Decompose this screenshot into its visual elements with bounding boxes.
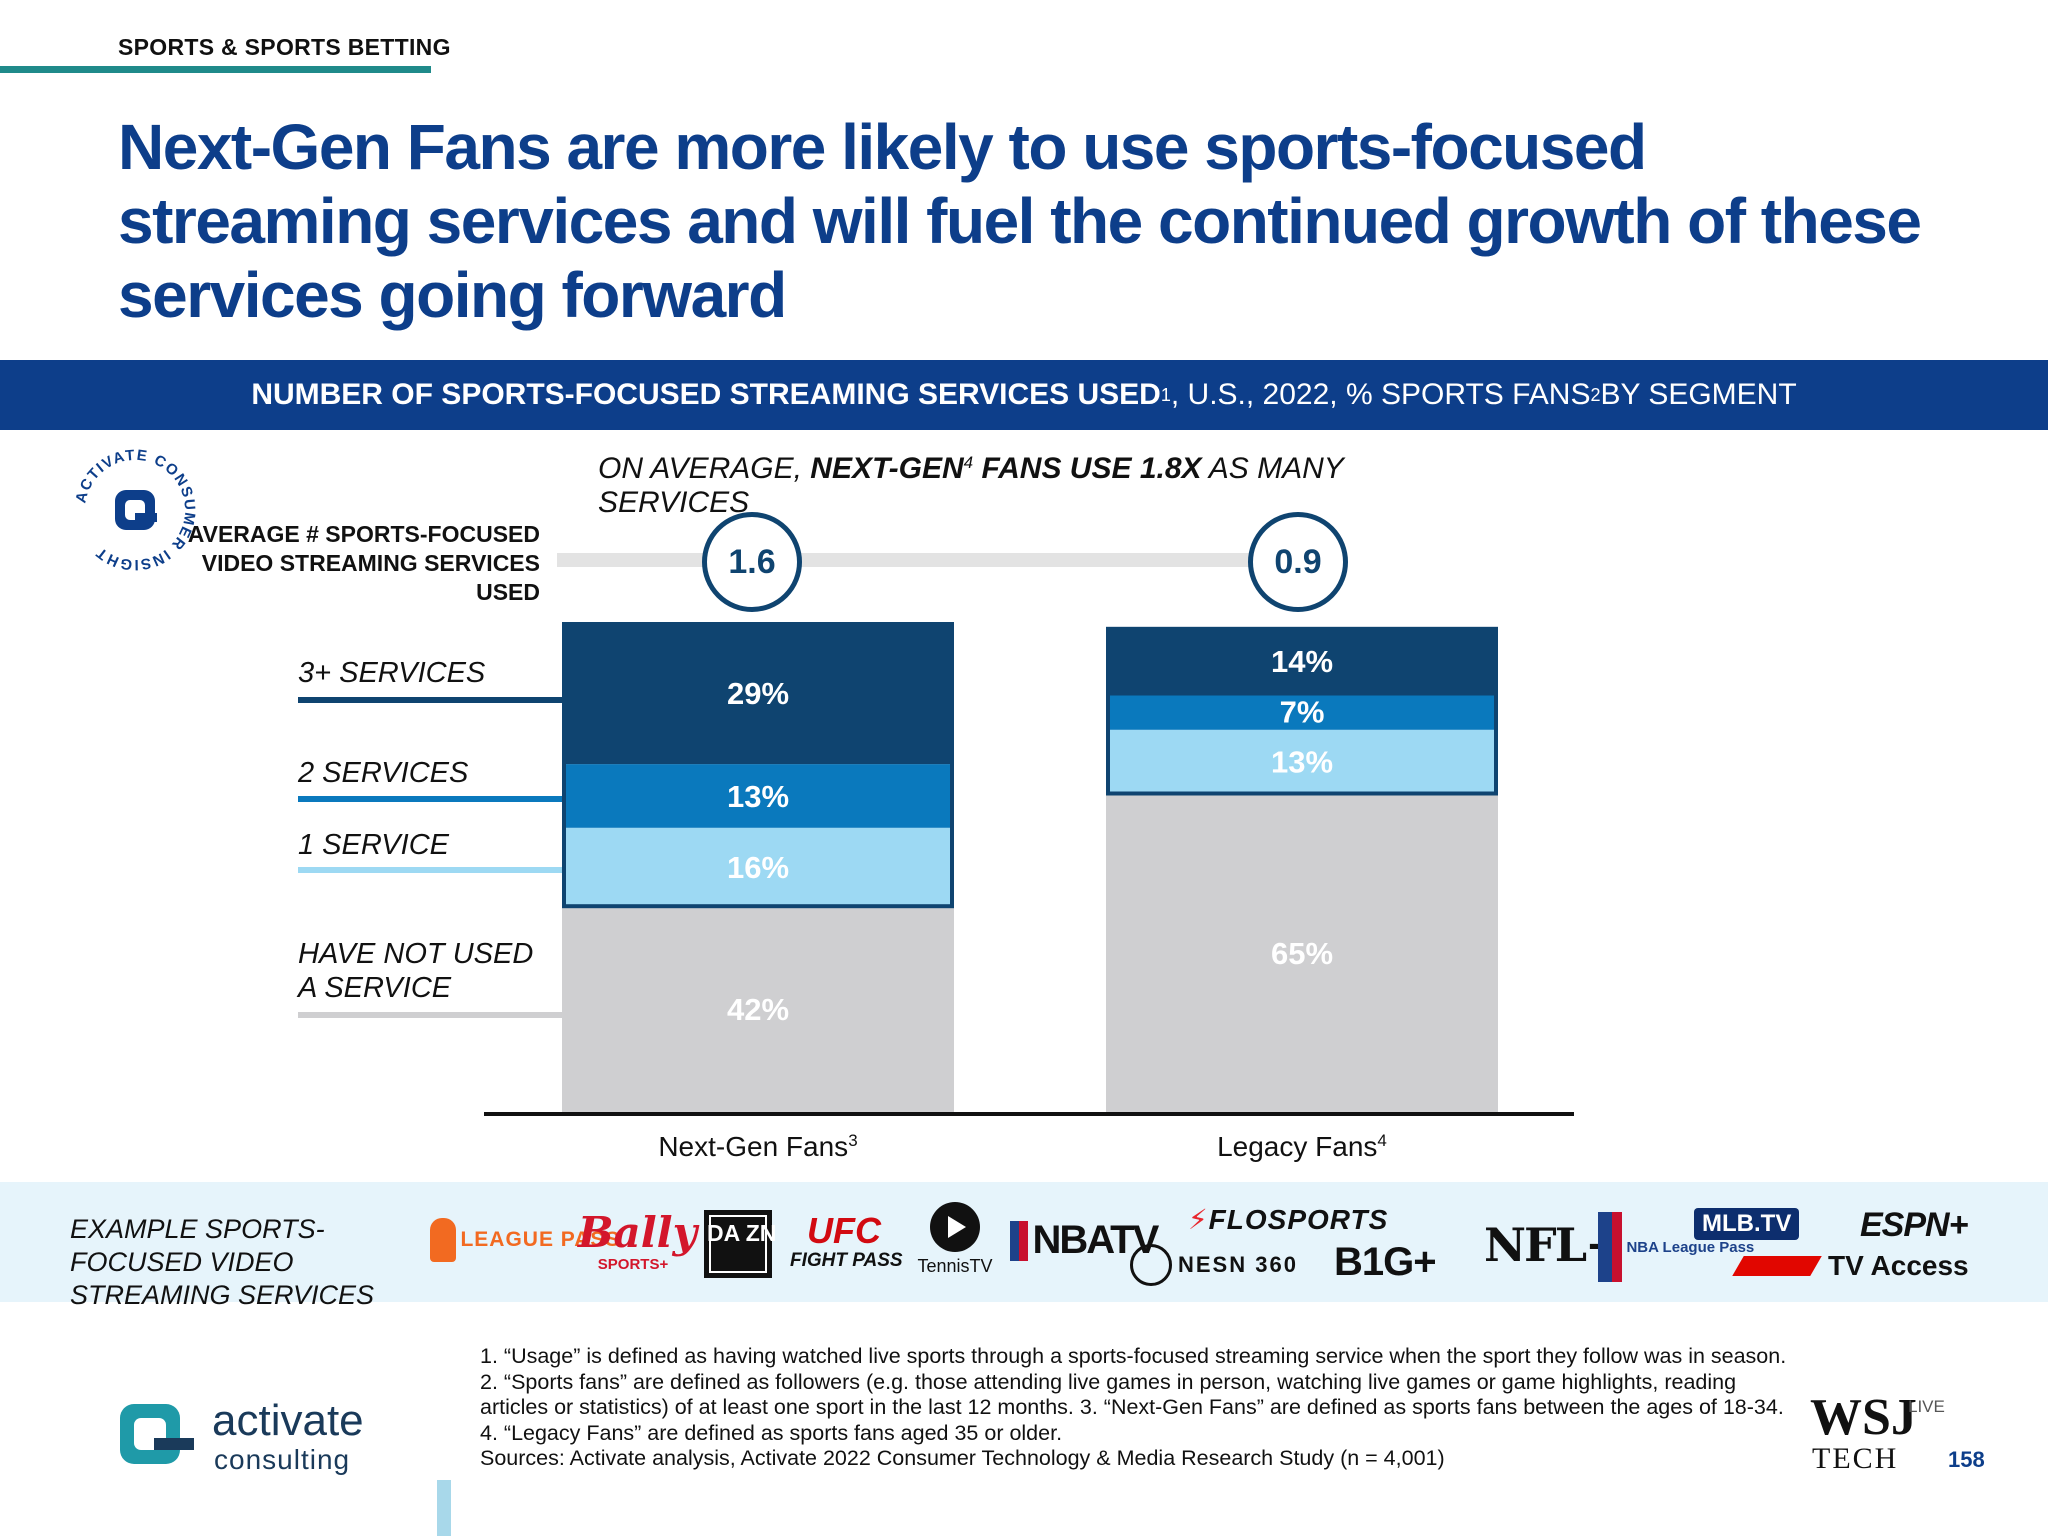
bally-sub-text: SPORTS+ bbox=[597, 1256, 669, 1273]
segment-line-none bbox=[298, 1012, 563, 1018]
flosports-text: FLOSPORTS bbox=[1208, 1204, 1389, 1235]
big10-plus-logo: B1G+ bbox=[1334, 1240, 1437, 1284]
f1-mark-icon bbox=[1732, 1256, 1822, 1276]
wsj-live-text: LIVE bbox=[1908, 1397, 1945, 1416]
league-pass-text: LEAGUE PASS bbox=[460, 1228, 621, 1251]
footnote-definitions: 1. “Usage” is defined as having watched … bbox=[480, 1344, 1787, 1445]
subhead-pre: ON AVERAGE, bbox=[598, 452, 811, 485]
data-label-0-0: 42% bbox=[727, 992, 789, 1027]
subhead-bold-2: FANS USE 1.8X bbox=[973, 452, 1202, 485]
segment-label-2: 2 SERVICES bbox=[298, 757, 469, 789]
category-label-0: Next-Gen Fans3 bbox=[658, 1131, 857, 1162]
bar-used-outline-0 bbox=[562, 622, 954, 909]
brand-name: activate bbox=[212, 1396, 364, 1445]
nba-figure-icon bbox=[1010, 1220, 1028, 1261]
data-label-1-2: 7% bbox=[1280, 695, 1325, 730]
activate-a-icon bbox=[115, 490, 157, 530]
nesn-circle-icon bbox=[1130, 1244, 1172, 1286]
data-label-0-2: 13% bbox=[727, 779, 789, 814]
bally-sports-logo: Bally SPORTS+ bbox=[578, 1208, 698, 1274]
dazn-logo: DA ZN bbox=[704, 1210, 776, 1278]
bottom-accent-bar bbox=[437, 1480, 451, 1536]
wsj-tech-text: TECH bbox=[1812, 1442, 1899, 1475]
logo-strip-label: EXAMPLE SPORTS-FOCUSED VIDEO STREAMING S… bbox=[70, 1214, 375, 1310]
tennis-tv-logo: TennisTV bbox=[905, 1202, 1005, 1277]
average-label: AVERAGE # SPORTS-FOCUSED VIDEO STREAMING… bbox=[187, 521, 540, 605]
bar-segment-1-2 bbox=[1106, 695, 1498, 730]
wnba-figure-icon bbox=[430, 1218, 456, 1262]
espn-plus-logo: ESPN+ bbox=[1860, 1206, 1968, 1244]
bar-segment-1-3 bbox=[1106, 626, 1498, 696]
wsj-text: WSJ bbox=[1810, 1389, 1917, 1446]
average-connector-line bbox=[557, 553, 1317, 567]
activate-logo-icon bbox=[120, 1404, 194, 1464]
flosports-logo: ⚡FLOSPORTS bbox=[1188, 1203, 1388, 1236]
average-circle-next-gen: 1.6 bbox=[702, 512, 802, 612]
bar-segment-0-0 bbox=[562, 906, 954, 1112]
banner-sup-1: 1 bbox=[1160, 384, 1171, 405]
data-label-0-3: 29% bbox=[727, 676, 789, 711]
bar-used-outline-1 bbox=[1106, 626, 1498, 796]
segment-line-3plus bbox=[298, 697, 563, 703]
mlb-tv-logo: MLB.TV bbox=[1694, 1208, 1800, 1240]
data-label-1-3: 14% bbox=[1271, 644, 1333, 679]
section-underline bbox=[0, 66, 431, 73]
flo-bolt-icon: ⚡ bbox=[1188, 1204, 1209, 1235]
chart-subhead: ON AVERAGE, NEXT-GEN4 FANS USE 1.8X AS M… bbox=[598, 452, 1448, 520]
banner-text-1: , U.S., 2022, % SPORTS FANS bbox=[1170, 378, 1591, 411]
bar-segment-1-0 bbox=[1106, 793, 1498, 1112]
footnote: 1. “Usage” is defined as having watched … bbox=[480, 1344, 1800, 1472]
subhead-post: AS MANY SERVICES bbox=[598, 452, 1344, 519]
section-tag: SPORTS & SPORTS BETTING bbox=[118, 34, 451, 60]
nba-league-pass-logo: NBA League Pass bbox=[1598, 1212, 1754, 1282]
bar-segment-0-2 bbox=[562, 764, 954, 828]
bally-text: Bally bbox=[578, 1208, 698, 1257]
segment-line-2 bbox=[298, 796, 563, 802]
footnote-sources: Sources: Activate analysis, Activate 202… bbox=[480, 1446, 1445, 1470]
banner-sup-2: 2 bbox=[1590, 384, 1601, 405]
subhead-sup: 4 bbox=[963, 453, 974, 472]
average-circle-legacy: 0.9 bbox=[1248, 512, 1348, 612]
page-title: Next-Gen Fans are more likely to use spo… bbox=[118, 111, 1922, 331]
ufc-text: UFC bbox=[807, 1210, 881, 1251]
f1-tv-text: TV Access bbox=[1828, 1250, 1969, 1281]
page-number: 158 bbox=[1948, 1447, 1985, 1472]
f1-tv-access-logo: TV Access bbox=[1732, 1250, 1969, 1282]
tennis-ball-icon bbox=[930, 1202, 980, 1252]
bar-segment-0-3 bbox=[562, 622, 954, 765]
bar-segment-1-1 bbox=[1106, 729, 1498, 794]
chart-banner: NUMBER OF SPORTS-FOCUSED STREAMING SERVI… bbox=[0, 360, 2048, 430]
banner-text-2: BY SEGMENT bbox=[1600, 378, 1797, 411]
ufc-fight-pass-logo: UFC FIGHT PASS bbox=[790, 1210, 903, 1272]
data-label-1-1: 13% bbox=[1271, 745, 1333, 780]
segment-label-3plus: 3+ SERVICES bbox=[298, 657, 486, 689]
segment-label-1: 1 SERVICE bbox=[298, 829, 449, 861]
subhead-bold-1: NEXT-GEN bbox=[810, 452, 964, 485]
banner-bold-text: NUMBER OF SPORTS-FOCUSED STREAMING SERVI… bbox=[251, 378, 1161, 411]
nesn-360-logo: NESN 360 bbox=[1130, 1244, 1298, 1286]
segment-label-none: HAVE NOT USED A SERVICE bbox=[298, 938, 534, 1004]
data-label-0-1: 16% bbox=[727, 850, 789, 885]
nesn-text: NESN 360 bbox=[1178, 1252, 1298, 1277]
segment-line-1 bbox=[298, 867, 563, 873]
category-label-1: Legacy Fans4 bbox=[1217, 1131, 1387, 1162]
activate-consulting-logo: activate consulting bbox=[118, 1396, 364, 1475]
ufc-sub-text: FIGHT PASS bbox=[790, 1250, 903, 1271]
data-label-1-0: 65% bbox=[1271, 936, 1333, 971]
brand-subtitle: consulting bbox=[214, 1444, 351, 1475]
bar-segment-0-1 bbox=[562, 827, 954, 907]
activate-insight-seal: ACTIVATE CONSUMER INSIGHT bbox=[72, 447, 196, 573]
league-pass-logo: LEAGUE PASS bbox=[430, 1218, 621, 1262]
nba-lp-figure-icon bbox=[1598, 1212, 1622, 1282]
nba-lp-text: NBA League Pass bbox=[1626, 1239, 1754, 1256]
tennis-tv-text: TennisTV bbox=[917, 1256, 993, 1276]
